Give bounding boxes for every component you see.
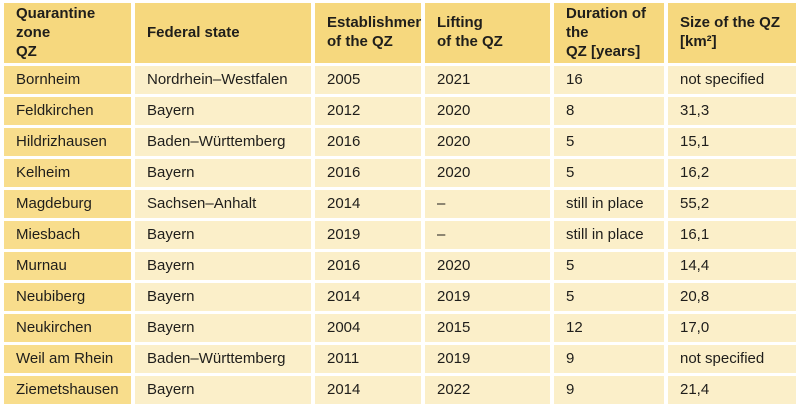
lifting-cell: 2022 xyxy=(425,376,550,405)
establishment-cell: 2011 xyxy=(315,345,421,374)
col-header-establishment: Establishment of the QZ xyxy=(315,3,421,64)
zone-cell: Hildrizhausen xyxy=(4,128,131,157)
establishment-cell: 2004 xyxy=(315,314,421,343)
size-cell: not specified xyxy=(668,345,796,374)
zone-cell: Neukirchen xyxy=(4,314,131,343)
size-cell: 14,4 xyxy=(668,252,796,281)
zone-cell: Bornheim xyxy=(4,66,131,95)
lifting-cell: 2019 xyxy=(425,345,550,374)
state-cell: Bayern xyxy=(135,97,311,126)
zone-cell: Murnau xyxy=(4,252,131,281)
state-cell: Bayern xyxy=(135,221,311,250)
table-row: Kelheim Bayern 2016 2020 5 16,2 xyxy=(4,159,796,188)
duration-cell: still in place xyxy=(554,190,664,219)
establishment-cell: 2014 xyxy=(315,283,421,312)
table-row: Neubiberg Bayern 2014 2019 5 20,8 xyxy=(4,283,796,312)
state-cell: Sachsen–Anhalt xyxy=(135,190,311,219)
lifting-cell: – xyxy=(425,190,550,219)
duration-cell: 12 xyxy=(554,314,664,343)
establishment-cell: 2012 xyxy=(315,97,421,126)
lifting-cell: 2020 xyxy=(425,128,550,157)
zone-cell: Miesbach xyxy=(4,221,131,250)
lifting-cell: 2019 xyxy=(425,283,550,312)
duration-cell: still in place xyxy=(554,221,664,250)
establishment-cell: 2005 xyxy=(315,66,421,95)
duration-cell: 16 xyxy=(554,66,664,95)
table-row: Bornheim Nordrhein–Westfalen 2005 2021 1… xyxy=(4,66,796,95)
establishment-cell: 2016 xyxy=(315,128,421,157)
col-header-state: Federal state xyxy=(135,3,311,64)
col-header-zone: Quarantine zone QZ xyxy=(4,3,131,64)
table-row: Weil am Rhein Baden–Württemberg 2011 201… xyxy=(4,345,796,374)
establishment-cell: 2019 xyxy=(315,221,421,250)
size-cell: 31,3 xyxy=(668,97,796,126)
lifting-cell: 2020 xyxy=(425,252,550,281)
col-header-lifting: Lifting of the QZ xyxy=(425,3,550,64)
duration-cell: 5 xyxy=(554,283,664,312)
lifting-cell: – xyxy=(425,221,550,250)
duration-cell: 9 xyxy=(554,345,664,374)
size-cell: 21,4 xyxy=(668,376,796,405)
lifting-cell: 2020 xyxy=(425,97,550,126)
duration-cell: 5 xyxy=(554,159,664,188)
table-row: Feldkirchen Bayern 2012 2020 8 31,3 xyxy=(4,97,796,126)
col-header-duration: Duration of the QZ [years] xyxy=(554,3,664,64)
state-cell: Baden–Württemberg xyxy=(135,128,311,157)
zone-cell: Weil am Rhein xyxy=(4,345,131,374)
lifting-cell: 2021 xyxy=(425,66,550,95)
zone-cell: Kelheim xyxy=(4,159,131,188)
size-cell: not specified xyxy=(668,66,796,95)
table-row: Miesbach Bayern 2019 – still in place 16… xyxy=(4,221,796,250)
size-cell: 17,0 xyxy=(668,314,796,343)
size-cell: 55,2 xyxy=(668,190,796,219)
state-cell: Baden–Württemberg xyxy=(135,345,311,374)
size-cell: 15,1 xyxy=(668,128,796,157)
establishment-cell: 2014 xyxy=(315,190,421,219)
table-row: Ziemetshausen Bayern 2014 2022 9 21,4 xyxy=(4,376,796,405)
state-cell: Bayern xyxy=(135,376,311,405)
zone-cell: Ziemetshausen xyxy=(4,376,131,405)
size-cell: 16,2 xyxy=(668,159,796,188)
lifting-cell: 2015 xyxy=(425,314,550,343)
establishment-cell: 2016 xyxy=(315,159,421,188)
size-cell: 16,1 xyxy=(668,221,796,250)
lifting-cell: 2020 xyxy=(425,159,550,188)
state-cell: Bayern xyxy=(135,159,311,188)
state-cell: Bayern xyxy=(135,252,311,281)
table-row: Murnau Bayern 2016 2020 5 14,4 xyxy=(4,252,796,281)
zone-cell: Magdeburg xyxy=(4,190,131,219)
table-row: Hildrizhausen Baden–Württemberg 2016 202… xyxy=(4,128,796,157)
table-row: Magdeburg Sachsen–Anhalt 2014 – still in… xyxy=(4,190,796,219)
state-cell: Bayern xyxy=(135,283,311,312)
state-cell: Nordrhein–Westfalen xyxy=(135,66,311,95)
establishment-cell: 2014 xyxy=(315,376,421,405)
duration-cell: 9 xyxy=(554,376,664,405)
table-row: Neukirchen Bayern 2004 2015 12 17,0 xyxy=(4,314,796,343)
size-cell: 20,8 xyxy=(668,283,796,312)
duration-cell: 8 xyxy=(554,97,664,126)
zone-cell: Feldkirchen xyxy=(4,97,131,126)
duration-cell: 5 xyxy=(554,128,664,157)
header-row: Quarantine zone QZ Federal state Establi… xyxy=(4,3,796,64)
establishment-cell: 2016 xyxy=(315,252,421,281)
zone-cell: Neubiberg xyxy=(4,283,131,312)
col-header-size: Size of the QZ [km²] xyxy=(668,3,796,64)
duration-cell: 5 xyxy=(554,252,664,281)
state-cell: Bayern xyxy=(135,314,311,343)
